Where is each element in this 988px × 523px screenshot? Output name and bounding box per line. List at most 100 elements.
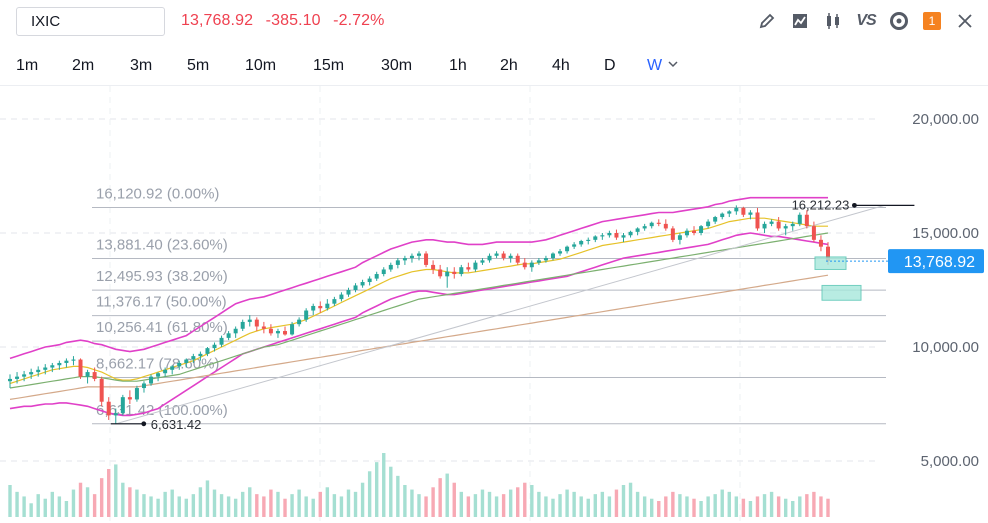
area-chart-icon[interactable] (787, 8, 813, 34)
timeframe-5m[interactable]: 5m (187, 57, 210, 74)
volume-bar (198, 487, 203, 517)
volume-bar (219, 494, 224, 517)
candle-body (755, 212, 760, 229)
timeframe-w[interactable]: W (647, 57, 678, 75)
volume-bar (579, 496, 583, 517)
timeframe-1m[interactable]: 1m (16, 57, 39, 74)
volume-bar (424, 496, 428, 517)
candle-body (565, 246, 570, 252)
volume-bar (741, 498, 746, 517)
alert-badge-icon[interactable]: 1 (919, 8, 945, 34)
candle-body (409, 255, 414, 259)
candle-body (275, 331, 280, 334)
candle-body (395, 260, 400, 265)
chevron-down-icon (668, 61, 678, 68)
fib-label: 13,881.40 (23.60%) (96, 237, 228, 254)
timeframe-2h[interactable]: 2h (500, 57, 518, 74)
candle-body (297, 319, 302, 325)
candle-body (621, 235, 626, 238)
indicator-line (9, 196, 828, 360)
candle-body (699, 226, 704, 233)
indicator-line (9, 274, 829, 400)
candle-body (353, 285, 358, 290)
price-chart[interactable]: 16,120.92 (0.00%) 13,881.40 (23.60%) 12,49… (0, 86, 988, 523)
volume-bar (586, 498, 590, 517)
volume-bar (346, 489, 351, 517)
timeframe-15m[interactable]: 15m (313, 57, 345, 74)
volume-bar (43, 498, 47, 517)
candle-body (120, 397, 125, 414)
toolbar: VS 1 (747, 8, 978, 34)
settings-icon[interactable] (886, 8, 912, 34)
volume-bar (699, 501, 703, 517)
candle-body (769, 221, 774, 224)
candle-body (579, 240, 584, 245)
compare-icon[interactable]: VS (856, 12, 876, 29)
volume-bar (551, 498, 555, 517)
volume-bar (107, 469, 111, 517)
price-change-pct: -2.72% (333, 12, 385, 29)
toolbar-divider (0, 85, 988, 86)
candle-body (163, 369, 168, 374)
candle-body (71, 359, 76, 361)
volume-bar (748, 501, 753, 517)
candle-body (205, 348, 210, 354)
volume-bar (99, 478, 104, 517)
volume-bar (64, 501, 69, 517)
fib-label: 10,256.41 (61.80%) (96, 319, 228, 336)
volume-bar (734, 496, 739, 517)
symbol-input[interactable]: IXIC (16, 7, 165, 36)
price-axis[interactable]: 20,000.00 15,000.00 10,000.00 5,000.00 13,76… (826, 111, 984, 470)
volume-bar (255, 494, 259, 517)
candle-body (522, 262, 527, 268)
candle-body (642, 226, 647, 229)
volume-bar (382, 453, 386, 517)
volume-bar (664, 496, 668, 517)
candle-body (656, 222, 661, 224)
timeframe-2m[interactable]: 2m (72, 57, 95, 74)
volume-bar (15, 491, 19, 517)
volume-bar (480, 489, 485, 517)
timeframe-4h[interactable]: 4h (552, 57, 570, 74)
timeframe-30m[interactable]: 30m (381, 57, 413, 74)
candle-body (261, 326, 266, 329)
volume-bar (339, 496, 344, 517)
last-price-tag-label: 13,768.92 (904, 254, 975, 271)
volume-bar (360, 482, 365, 517)
candle-body (226, 333, 231, 338)
candle-body (635, 228, 640, 232)
timeframe-1h[interactable]: 1h (449, 57, 467, 74)
close-icon[interactable] (952, 8, 978, 34)
volume-bar (36, 494, 40, 517)
volume-bar (241, 491, 245, 517)
timeframe-d[interactable]: D (604, 57, 616, 74)
volume-bar (791, 501, 795, 517)
candle-body (466, 267, 471, 270)
candle-body (381, 269, 386, 275)
volume-bar (614, 489, 619, 517)
volume-bar (233, 498, 238, 517)
candle-body (29, 372, 34, 375)
y-tick-label: 20,000.00 (912, 111, 979, 128)
volume-bar (769, 491, 774, 517)
candle-body (149, 376, 154, 384)
volume-bar (508, 489, 513, 517)
volume-bar (445, 473, 449, 517)
candle-body (734, 207, 739, 212)
pencil-icon[interactable] (754, 8, 780, 34)
volume-bar (156, 498, 160, 517)
volume-bar (635, 491, 640, 517)
candle-body (628, 231, 633, 236)
candle-body (649, 222, 654, 227)
indicator-line (9, 217, 828, 385)
timeframe-10m[interactable]: 10m (245, 57, 277, 74)
volume-bar (396, 475, 400, 517)
volume-bar (149, 496, 153, 517)
candle-body (311, 305, 316, 311)
volume-bar (71, 489, 76, 517)
volume-bar (135, 489, 139, 517)
candle-body (663, 223, 668, 229)
candles-icon[interactable] (820, 8, 846, 34)
last-price: 13,768.92 (181, 12, 254, 29)
timeframe-3m[interactable]: 3m (130, 57, 153, 74)
